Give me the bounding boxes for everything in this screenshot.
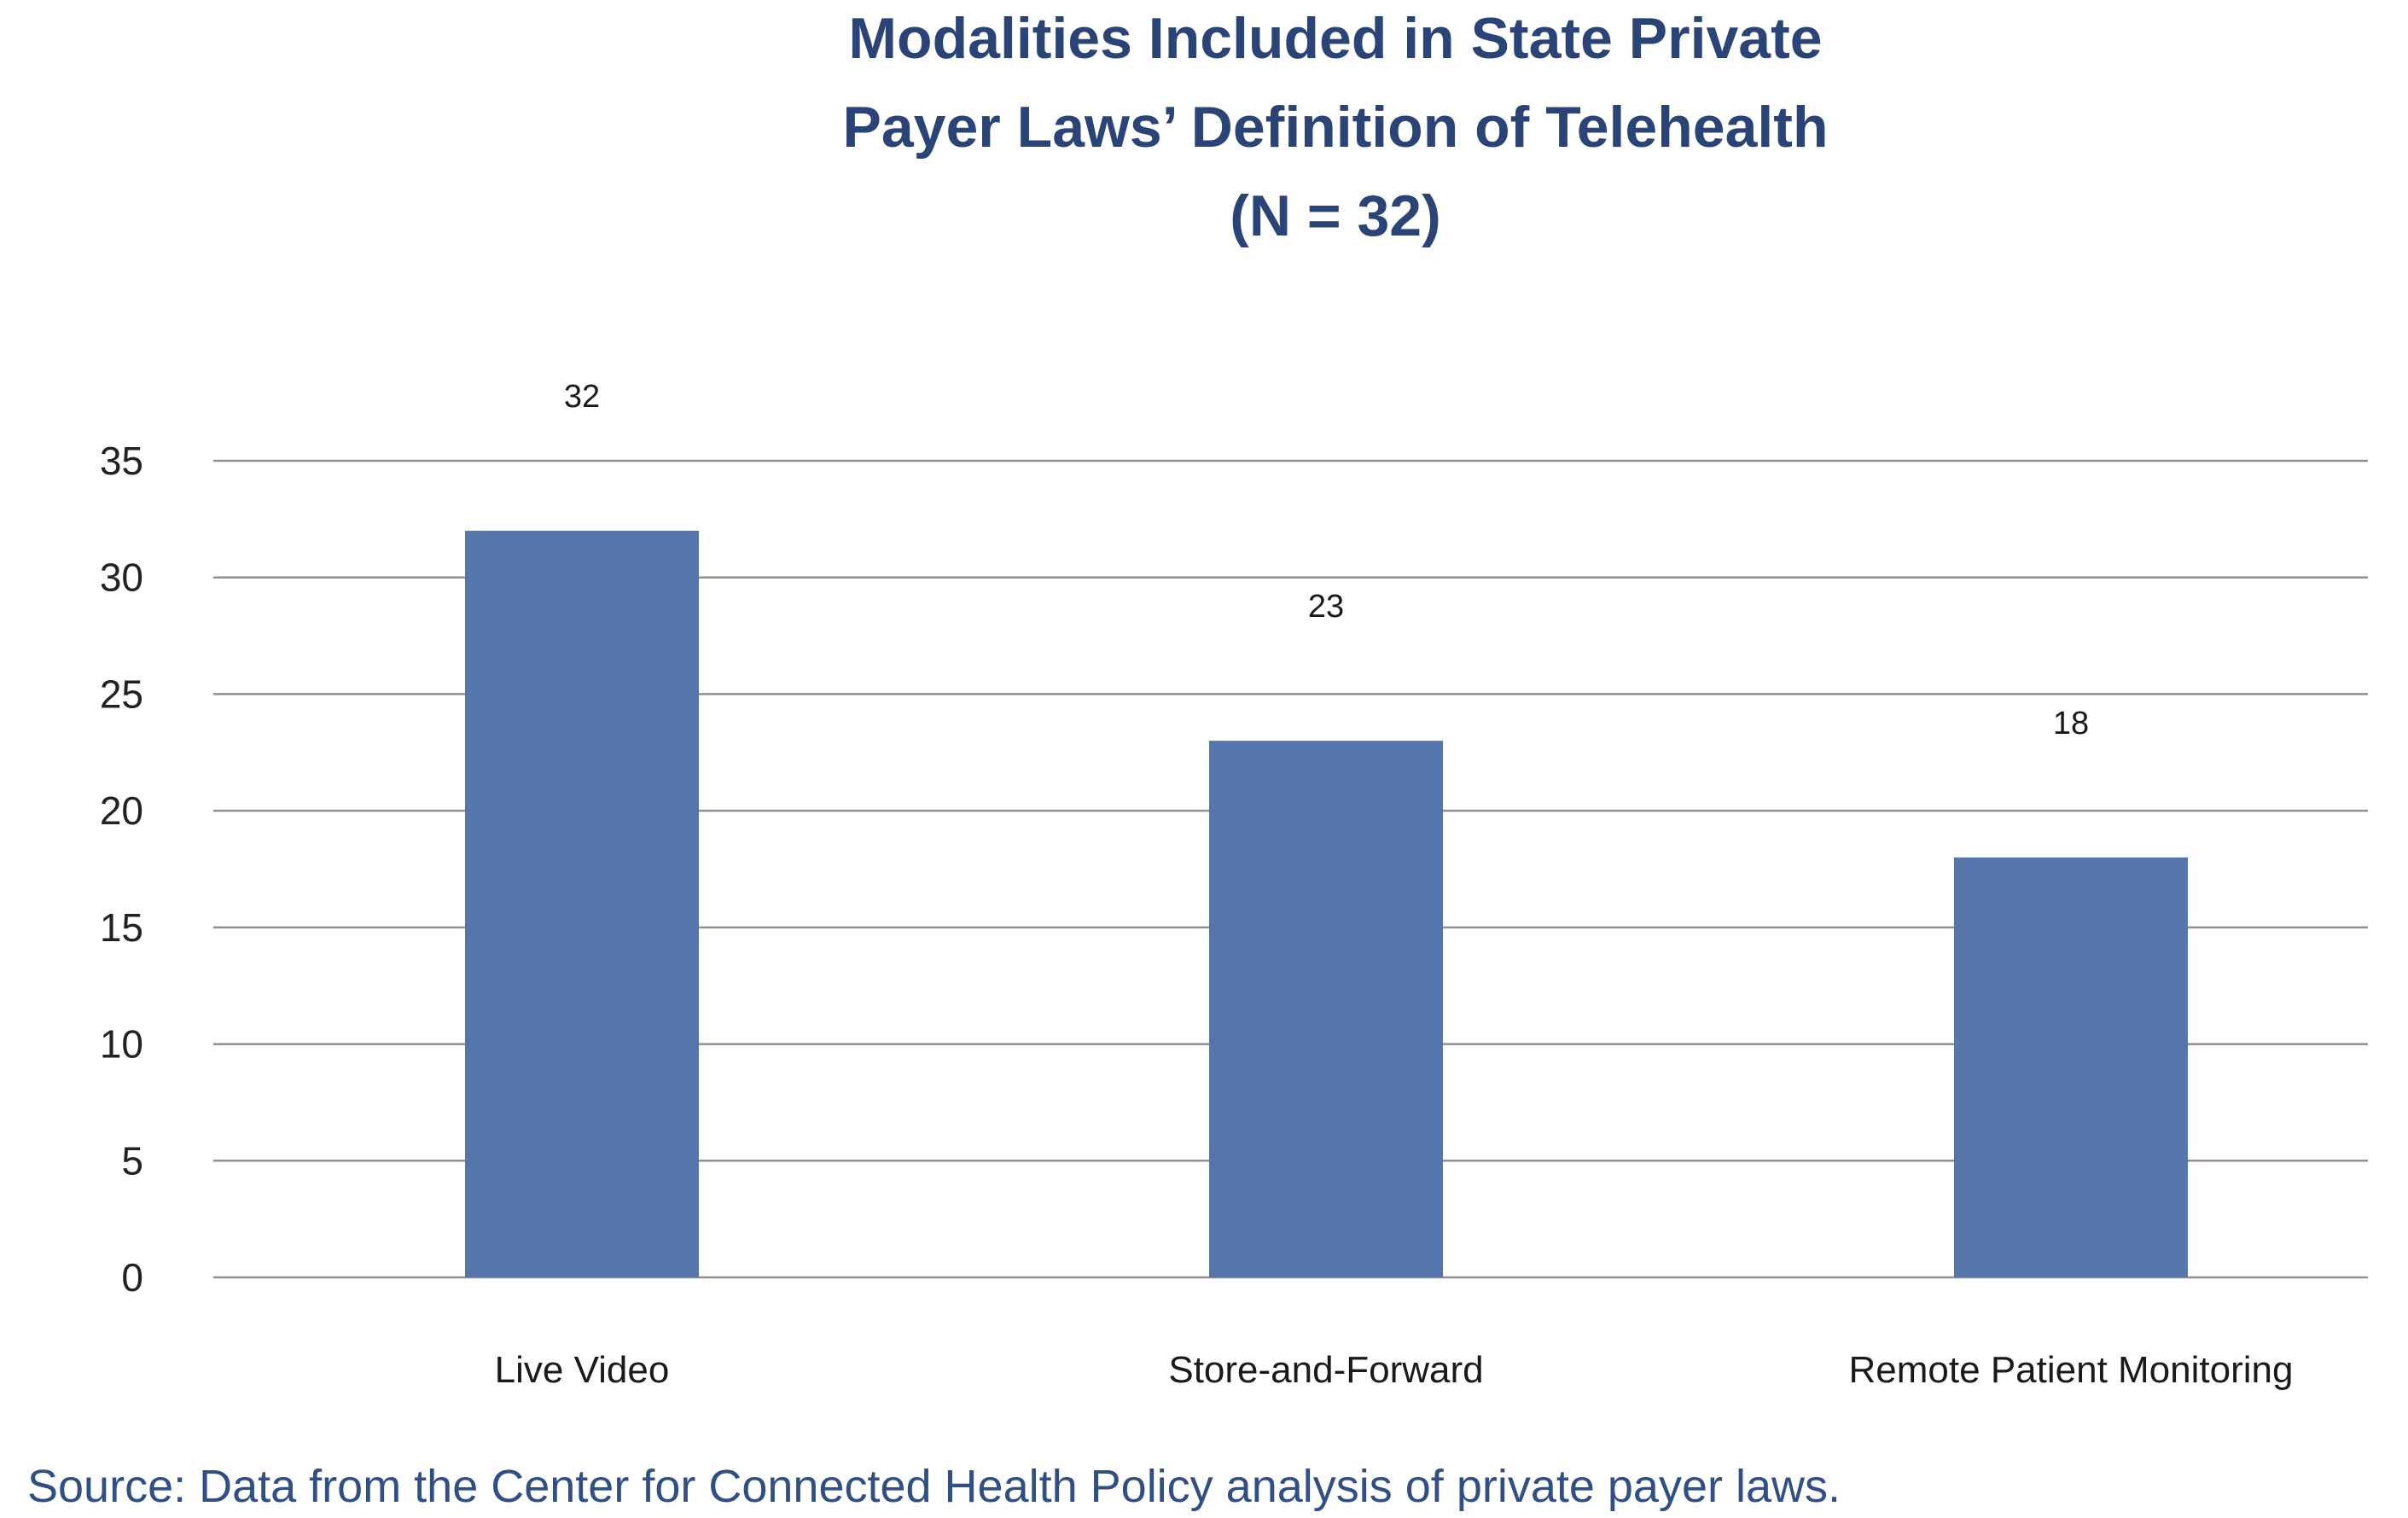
chart-title-line-3: (N = 32): [1230, 183, 1441, 248]
chart-title-line-1: Modalities Included in State Private: [848, 6, 1822, 71]
bar-store-and-forward: [1209, 741, 1443, 1277]
y-tick-label-20: 20: [100, 788, 143, 833]
y-tick-label-0: 0: [121, 1255, 143, 1300]
bar-remote-patient-monitoring: [1954, 857, 2188, 1277]
value-label-0: 32: [564, 379, 600, 415]
y-tick-label-10: 10: [100, 1022, 143, 1067]
category-label-1: Store-and-Forward: [1168, 1349, 1483, 1391]
y-tick-label-25: 25: [100, 672, 143, 716]
bar-live-video: [465, 531, 699, 1277]
value-labels: 32 23 18: [564, 379, 2089, 742]
chart-title: Modalities Included in State Private Pay…: [842, 6, 1828, 248]
source-note: Source: Data from the Center for Connect…: [27, 1461, 1841, 1512]
value-label-1: 23: [1308, 589, 1344, 625]
y-tick-label-30: 30: [100, 555, 143, 600]
x-axis-categories: Live Video Store-and-Forward Remote Patien…: [495, 1349, 2294, 1391]
category-label-2: Remote Patient Monitoring: [1849, 1349, 2294, 1391]
category-label-0: Live Video: [495, 1349, 670, 1391]
y-tick-label-35: 35: [100, 439, 143, 483]
chart-title-line-2: Payer Laws’ Definition of Telehealth: [842, 95, 1828, 160]
y-axis-ticks: 0 5 10 15 20 25 30 35: [100, 439, 143, 1300]
y-tick-label-15: 15: [100, 905, 143, 950]
value-label-2: 18: [2053, 706, 2089, 742]
y-tick-label-5: 5: [121, 1138, 143, 1183]
bars: [465, 531, 2188, 1277]
